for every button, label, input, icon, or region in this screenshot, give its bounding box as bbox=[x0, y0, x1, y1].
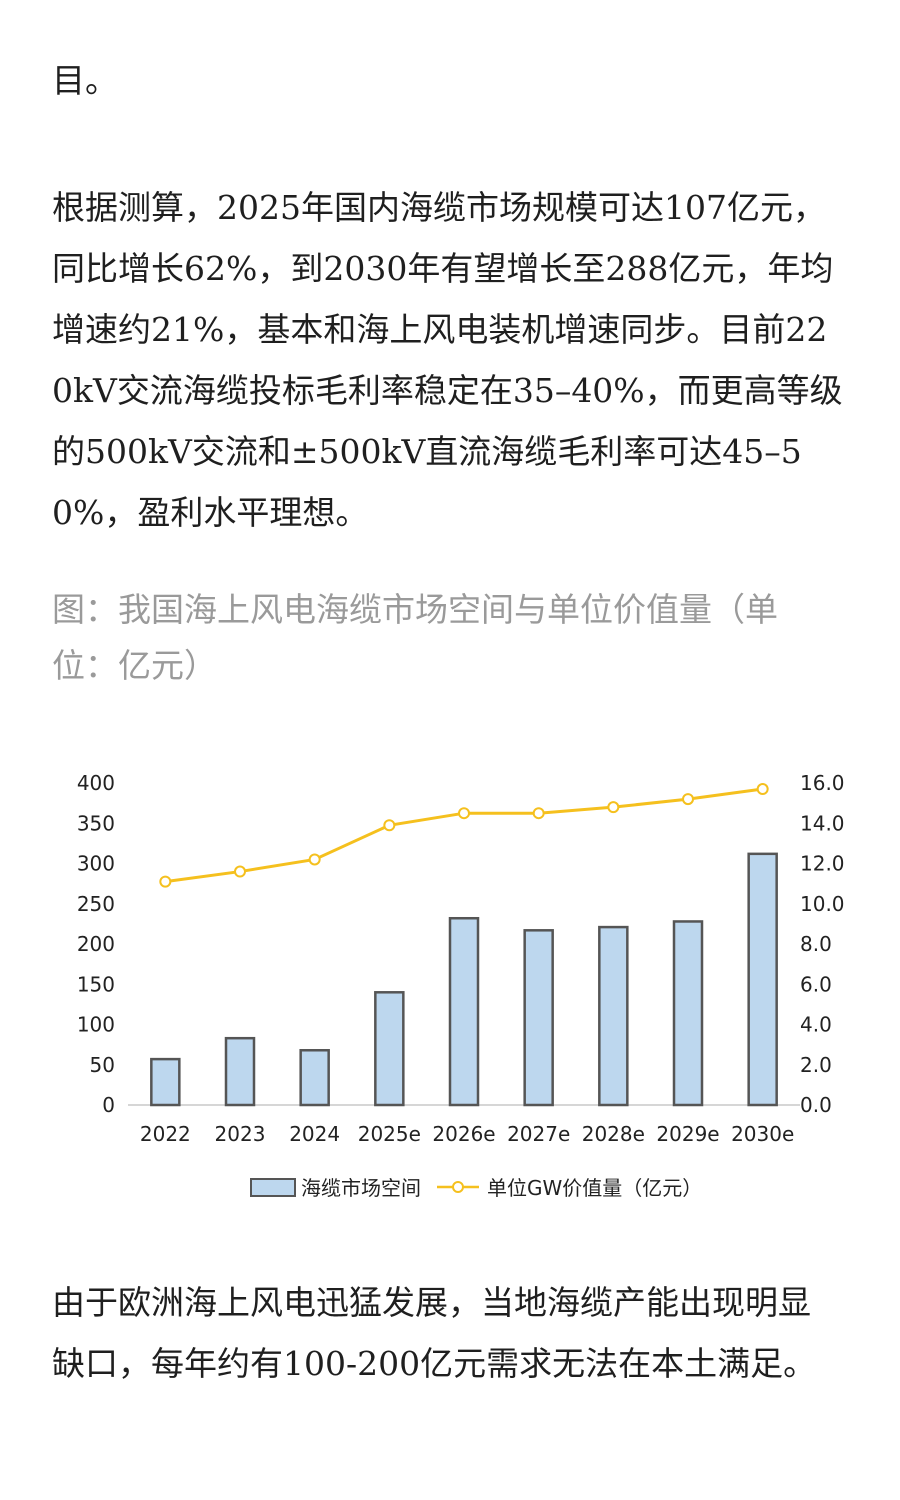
left-tick-label: 400 bbox=[77, 771, 115, 795]
line-point bbox=[308, 853, 321, 866]
bar bbox=[224, 1036, 256, 1107]
x-tick-label: 2030e bbox=[731, 1122, 794, 1146]
bar bbox=[747, 852, 778, 1107]
paragraph-3: 由于欧洲海上风电迅猛发展，当地海缆产能出现明显 缺口，每年约有100-200亿元… bbox=[52, 1283, 817, 1383]
x-tick-label: 2022 bbox=[140, 1122, 191, 1146]
left-tick-label: 350 bbox=[77, 811, 115, 835]
right-tick-label: 0.0 bbox=[800, 1093, 832, 1117]
x-tick-label: 2025e bbox=[358, 1122, 421, 1146]
line-point bbox=[458, 807, 470, 820]
line-point bbox=[682, 793, 694, 806]
left-tick-label: 100 bbox=[77, 1013, 115, 1037]
left-tick-label: 50 bbox=[90, 1053, 115, 1077]
bar bbox=[448, 916, 480, 1107]
right-tick-label: 2.0 bbox=[800, 1053, 832, 1077]
line-series bbox=[159, 783, 769, 888]
bar bbox=[299, 1049, 330, 1107]
right-tick-label: 12.0 bbox=[800, 852, 845, 876]
x-tick-label: 2027e bbox=[507, 1122, 570, 1146]
left-tick-label: 150 bbox=[77, 972, 115, 996]
bar bbox=[598, 925, 629, 1107]
line-point bbox=[532, 807, 545, 820]
series-line bbox=[165, 787, 763, 884]
x-tick-label: 2029e bbox=[656, 1122, 719, 1146]
right-tick-label: 4.0 bbox=[800, 1013, 832, 1037]
combo-chart: 0 50 100 150 200 250 300 350 400 0.0 2.0 4.0 6.0 8.0… bbox=[77, 771, 845, 1200]
x-tick-label: 2026e bbox=[432, 1122, 495, 1146]
line-point bbox=[234, 865, 246, 878]
paragraph-2: 根据测算，2025年国内海缆市场规模可达107亿元， 同比增长62%，到2030… bbox=[52, 188, 843, 532]
right-tick-label: 16.0 bbox=[800, 771, 845, 795]
line-point bbox=[607, 801, 620, 814]
line-point bbox=[159, 875, 172, 888]
x-tick-label: 2024 bbox=[289, 1122, 340, 1146]
bar bbox=[374, 991, 405, 1107]
legend-label-bar: 海缆市场空间 bbox=[301, 1176, 421, 1200]
right-tick-label: 14.0 bbox=[800, 811, 845, 835]
line-point bbox=[383, 819, 396, 832]
legend-swatch-marker bbox=[452, 1181, 464, 1193]
legend-label-line: 单位GW价值量（亿元） bbox=[487, 1176, 702, 1200]
x-tick-label: 2023 bbox=[215, 1122, 266, 1146]
left-tick-label: 300 bbox=[77, 852, 115, 876]
x-axis-ticks: 2022 2023 2024 2025e 2026e 2027e 2028e 2029e 203… bbox=[140, 1122, 794, 1146]
right-tick-label: 6.0 bbox=[800, 972, 832, 996]
right-tick-label: 10.0 bbox=[800, 892, 845, 916]
left-tick-label: 0 bbox=[102, 1093, 115, 1117]
bar bbox=[672, 920, 704, 1107]
paragraph-1: 目。 bbox=[52, 61, 118, 100]
legend: 海缆市场空间 单位GW价值量（亿元） bbox=[250, 1176, 702, 1200]
bar bbox=[523, 929, 554, 1107]
line-point bbox=[756, 783, 769, 796]
legend-swatch-bar bbox=[250, 1178, 296, 1197]
right-tick-label: 8.0 bbox=[800, 932, 832, 956]
bar bbox=[150, 1057, 181, 1107]
figure-caption: 图：我国海上风电海缆市场空间与单位价值量（单 位：亿元） bbox=[52, 590, 778, 685]
left-tick-label: 200 bbox=[77, 932, 115, 956]
left-tick-label: 250 bbox=[77, 892, 115, 916]
right-axis-ticks: 0.0 2.0 4.0 6.0 8.0 10.0 12.0 14.0 16.0 bbox=[800, 771, 845, 1117]
bar-series bbox=[150, 852, 778, 1107]
left-axis-ticks: 0 50 100 150 200 250 300 350 400 bbox=[77, 771, 115, 1117]
x-tick-label: 2028e bbox=[582, 1122, 645, 1146]
